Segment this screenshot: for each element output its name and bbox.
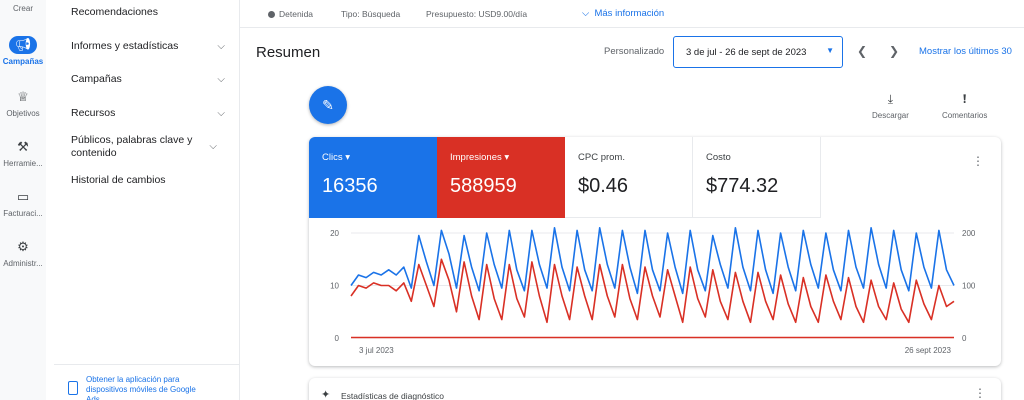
megaphone-icon: 📢︎ (9, 36, 37, 54)
rail-item-campaigns[interactable]: 📢︎ Campañas (2, 36, 44, 66)
metric-impressions[interactable]: Impresiones ▾ 588959 (437, 137, 565, 218)
left-axis-tick: 10 (330, 282, 339, 291)
tools-icon: ⚒ (17, 139, 29, 154)
campaign-budget: Presupuesto: USD9.00/día (426, 9, 528, 19)
more-info-link[interactable]: ⌵ Más información (582, 8, 665, 19)
mobile-app-promo[interactable]: Obtener la aplicación para dispositivos … (54, 364, 240, 400)
create-button[interactable]: Crear (12, 4, 33, 13)
download-icon: ⤓ (887, 92, 894, 106)
campaign-info-bar: Detenida Tipo: Búsqueda Presupuesto: USD… (240, 0, 1024, 28)
chevron-down-icon: ⌵ (217, 108, 225, 119)
rail-item-billing[interactable]: ▭ Facturaci... (3, 189, 43, 218)
secondary-nav: Recomendaciones Informes y estadísticas … (54, 0, 240, 400)
left-axis-tick: 20 (330, 229, 339, 238)
chevron-down-icon: ⌵ (209, 141, 217, 152)
date-range-label: Personalizado (604, 46, 665, 57)
diagnostics-card[interactable]: ✦ Estadísticas de diagnóstico ⋮ (309, 378, 1001, 400)
nav-item-audiences[interactable]: Públicos, palabras clave y contenido ⌵ (71, 134, 217, 159)
previous-period-button[interactable]: ❮ (857, 44, 868, 58)
feedback-icon: ❗︎ (963, 92, 967, 106)
chevron-down-icon: ⌵ (582, 8, 590, 19)
caret-down-icon: ▾ (345, 152, 351, 163)
right-axis-tick: 0 (962, 334, 967, 343)
nav-item-assets[interactable]: Recursos ⌵ (71, 107, 225, 119)
more-options-icon[interactable]: ⋮ (972, 154, 984, 168)
show-last-link[interactable]: Mostrar los últimos 30 (919, 46, 1012, 57)
nav-item-change-history[interactable]: Historial de cambios (71, 174, 166, 186)
x-axis-end-label: 26 sept 2023 (905, 346, 952, 355)
comments-button[interactable]: ❗︎ Comentarios (942, 92, 988, 120)
metric-avg-cpc[interactable]: CPC prom. $0.46 (565, 137, 693, 218)
series-line-0 (350, 227, 955, 295)
phone-icon (68, 381, 78, 395)
trophy-icon: ♕ (17, 89, 29, 104)
pencil-icon: ✎ (322, 97, 334, 113)
nav-item-campaigns[interactable]: Campañas ⌵ (71, 73, 225, 85)
credit-card-icon: ▭ (16, 189, 30, 204)
next-period-button[interactable]: ❯ (889, 44, 900, 58)
metric-cost[interactable]: Costo $774.32 (693, 137, 821, 218)
right-axis-tick: 200 (962, 229, 976, 238)
metric-clicks[interactable]: Clics ▾ 16356 (309, 137, 437, 218)
rail-item-admin[interactable]: ⚙ Administr... (3, 239, 43, 268)
chevron-down-icon: ⌵ (217, 41, 225, 52)
status-dot-icon (268, 11, 275, 18)
performance-card: Clics ▾ 16356 Impresiones ▾ 588959 CPC p… (309, 137, 1001, 366)
nav-item-reports[interactable]: Informes y estadísticas ⌵ (71, 40, 225, 52)
page-title: Resumen (256, 44, 321, 61)
right-axis-tick: 100 (962, 282, 976, 291)
campaign-type: Tipo: Búsqueda (341, 9, 401, 19)
series-line-1 (350, 258, 955, 324)
metric-value: 16356 (322, 175, 378, 197)
date-range-picker[interactable]: 3 de jul - 26 de sept de 2023 ▼ (673, 36, 843, 68)
x-axis-start-label: 3 jul 2023 (359, 346, 394, 355)
metric-value: $774.32 (706, 175, 779, 197)
nav-item-recommendations[interactable]: Recomendaciones (71, 6, 158, 18)
left-rail: Crear 📢︎ Campañas ♕ Objetivos ⚒ Herramie… (0, 0, 46, 400)
sparkle-icon: ✦ (321, 389, 331, 400)
gear-icon: ⚙ (17, 239, 29, 254)
rail-item-tools[interactable]: ⚒ Herramie... (3, 139, 43, 168)
chevron-down-icon: ⌵ (217, 74, 225, 85)
caret-down-icon: ▾ (504, 152, 510, 163)
edit-pencil-button[interactable]: ✎ (309, 86, 347, 124)
metric-value: 588959 (450, 175, 517, 197)
rail-item-goals[interactable]: ♕ Objetivos (6, 89, 40, 118)
status-badge: Detenida (268, 9, 313, 19)
dropdown-caret-icon: ▼ (826, 46, 834, 55)
download-button[interactable]: ⤓ Descargar (872, 92, 909, 120)
metric-value: $0.46 (578, 175, 629, 197)
left-axis-tick: 0 (335, 334, 340, 343)
more-options-icon[interactable]: ⋮ (974, 386, 986, 400)
